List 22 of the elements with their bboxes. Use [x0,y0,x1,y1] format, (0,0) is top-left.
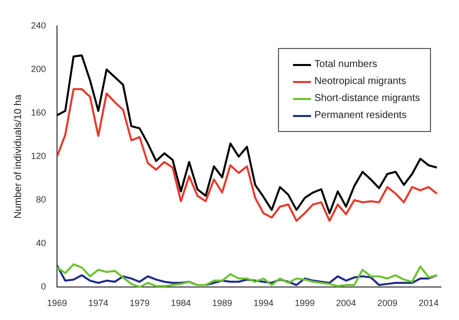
y-tick-label: 40 [36,238,46,248]
y-tick-label: 120 [30,151,46,162]
y-axis-title: Number of individuals/10 ha [12,94,24,219]
legend-label: Permanent residents [314,110,407,121]
legend-label: Neotropical migrants [314,76,406,87]
x-tick-label: 1989 [212,298,232,308]
x-tick-label: 1979 [130,298,150,308]
y-tick-label: 240 [30,20,46,30]
x-tick-label: 1999 [294,298,315,308]
y-tick-label: 160 [30,108,46,118]
y-tick-label: 80 [36,194,46,205]
x-tick-label: 2009 [377,298,398,308]
legend-label: Short-distance migrants [314,93,420,104]
x-tick-label: 1974 [88,298,108,308]
x-tick-label: 2014 [418,298,439,308]
y-tick-label: 0 [41,282,46,292]
x-tick-label: 1969 [47,298,68,308]
legend-label: Total numbers [314,59,378,70]
x-tick-label: 1994 [253,298,274,308]
y-tick-label: 200 [30,64,46,74]
x-tick-label: 2004 [336,298,356,308]
x-tick-label: 1984 [170,298,191,308]
